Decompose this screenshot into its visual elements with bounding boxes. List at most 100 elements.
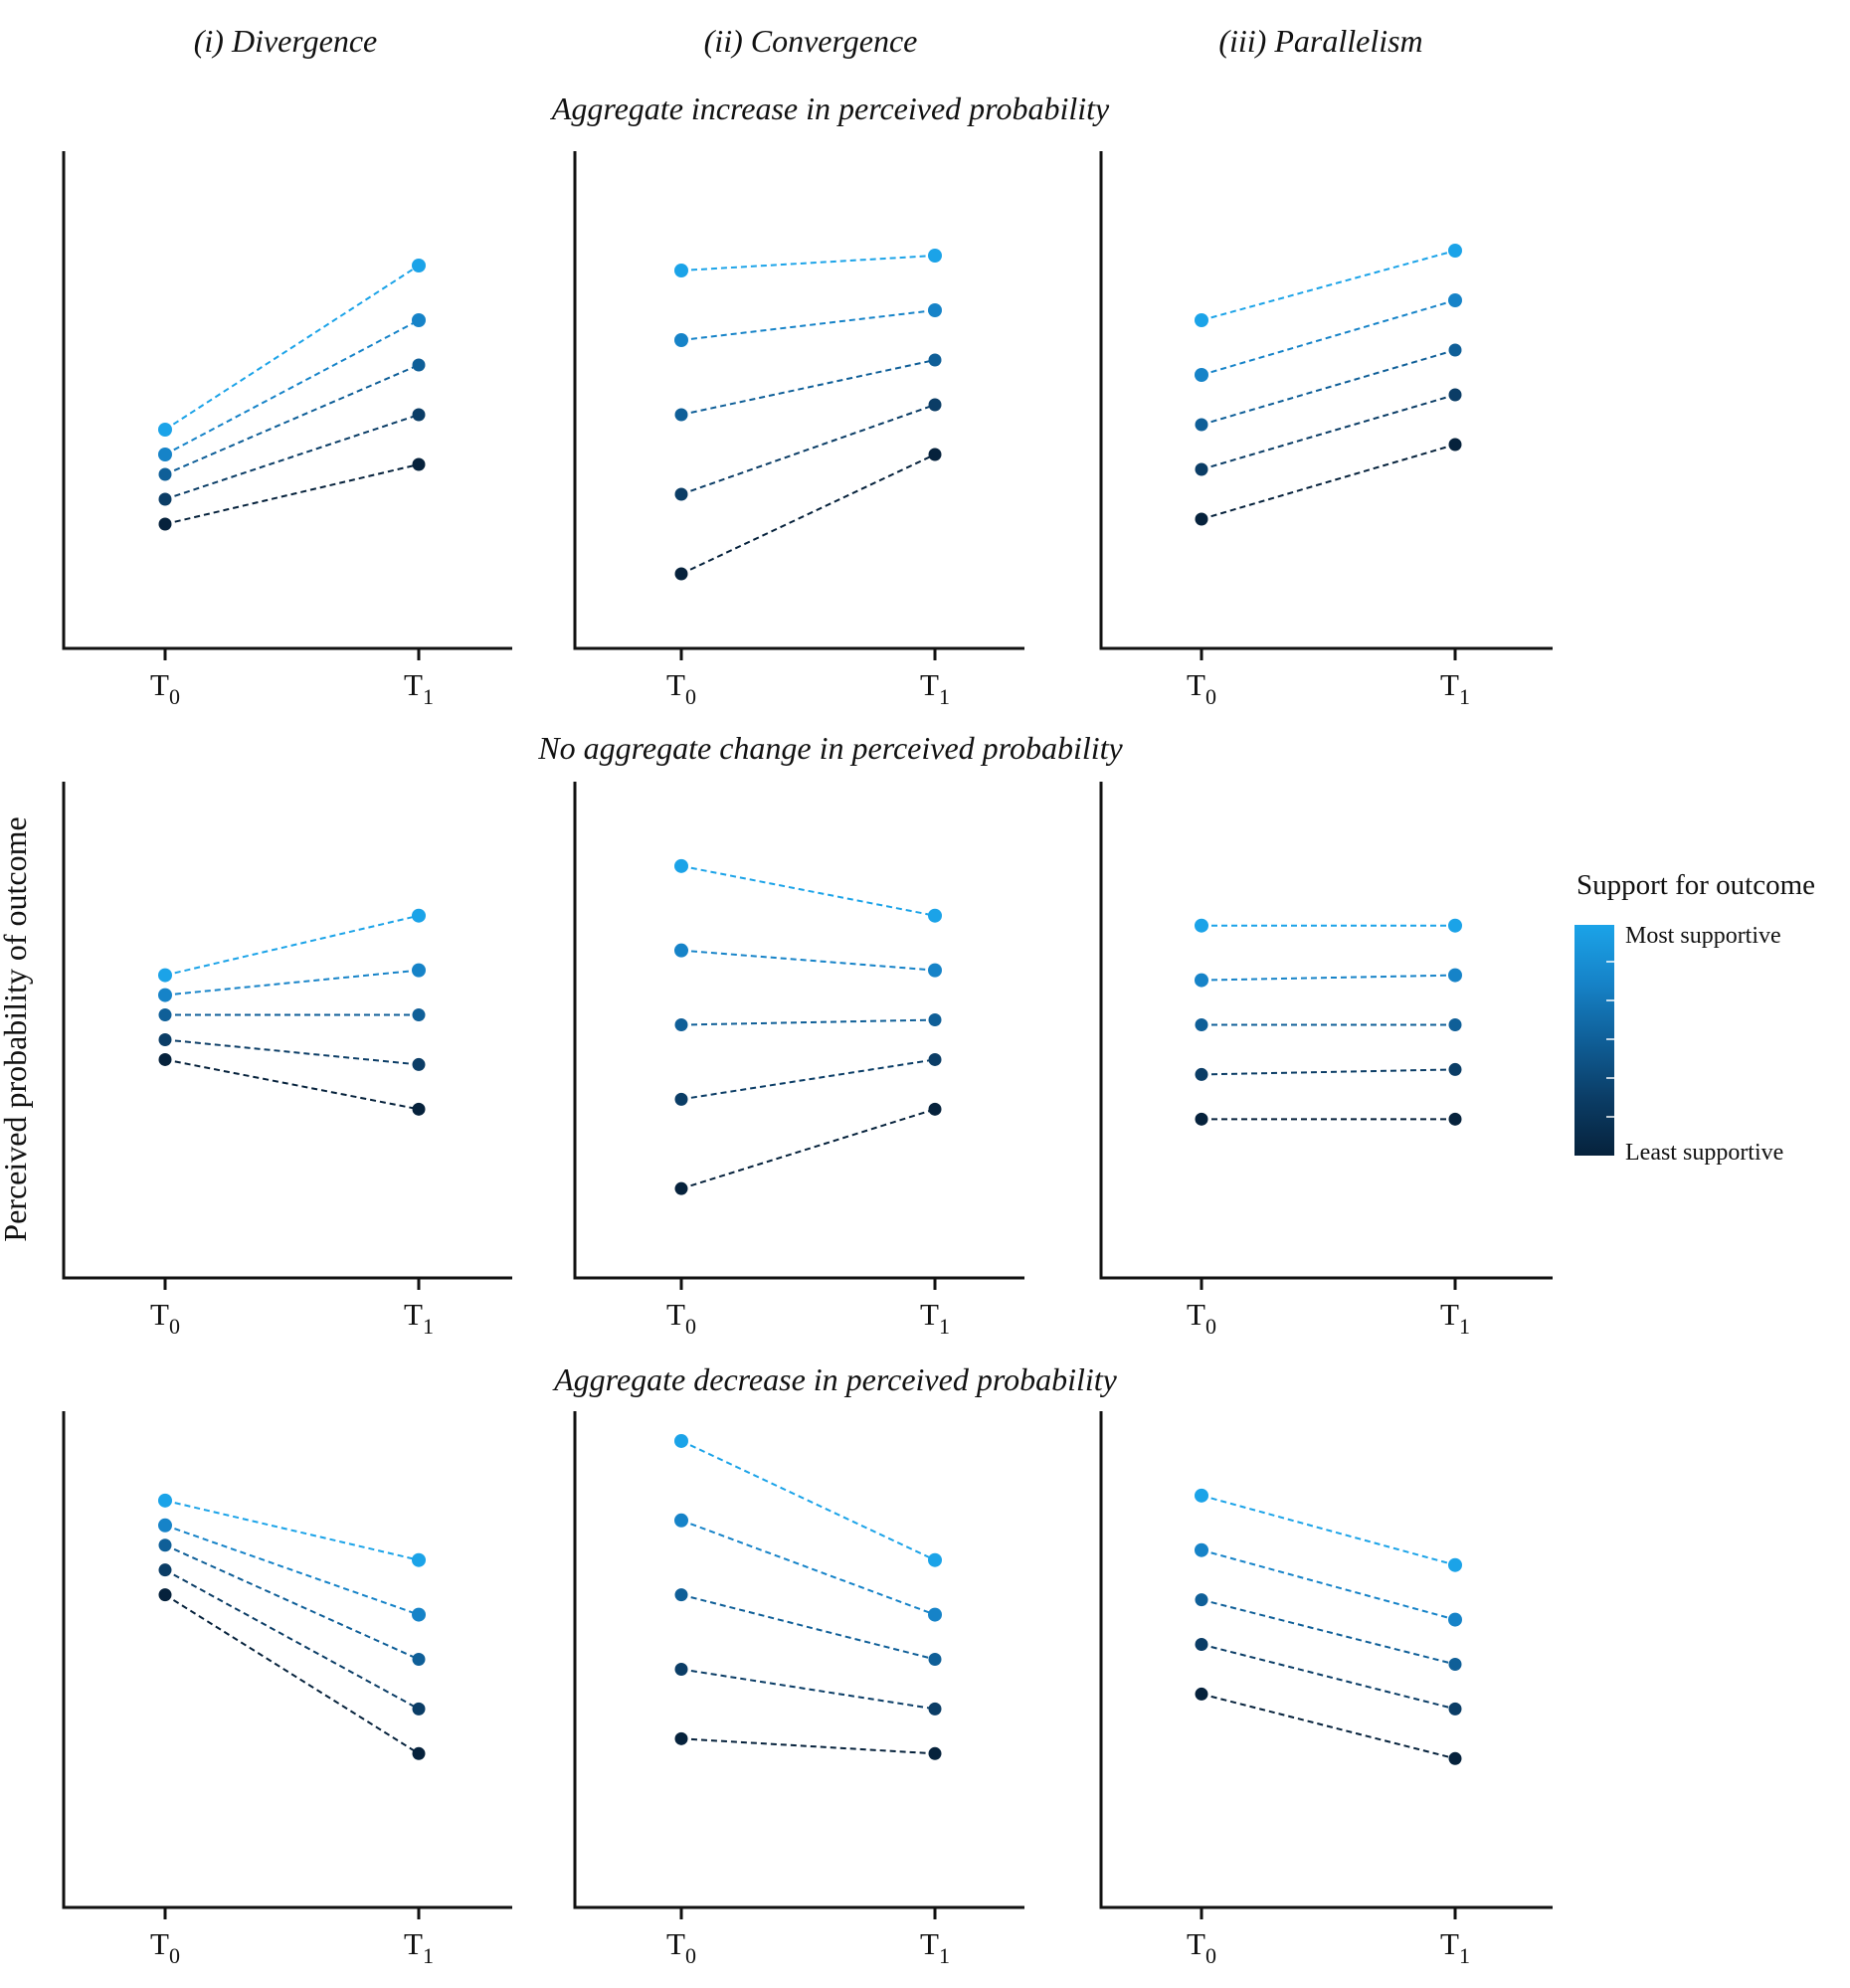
- data-point: [674, 487, 688, 501]
- series-line: [680, 404, 936, 495]
- data-point: [674, 1181, 688, 1195]
- data-point: [674, 1662, 688, 1676]
- data-point: [1195, 1687, 1208, 1701]
- data-point: [928, 908, 942, 923]
- data-point: [158, 1588, 172, 1602]
- panel-row1-col3: T0 T1: [1099, 151, 1553, 709]
- data-point: [1195, 462, 1208, 476]
- legend-colorbar: [1574, 925, 1614, 1156]
- series-line: [680, 1737, 936, 1755]
- x-tick-label: T0: [150, 1297, 180, 1339]
- column-title-parallelism: (iii) Parallelism: [1218, 23, 1422, 59]
- data-point: [412, 963, 426, 978]
- data-point: [1195, 973, 1208, 988]
- x-tick-label: T0: [150, 667, 180, 709]
- legend-title: Support for outcome: [1576, 869, 1815, 901]
- series-line: [1201, 1548, 1456, 1621]
- series-line: [164, 914, 420, 977]
- series-line: [1201, 299, 1456, 376]
- data-point: [158, 1493, 172, 1508]
- data-point: [928, 1552, 942, 1567]
- data-point: [928, 353, 942, 367]
- data-point: [1195, 1488, 1208, 1503]
- row-title-decrease: Aggregate decrease in perceived probabil…: [552, 1361, 1118, 1397]
- data-point: [158, 423, 172, 437]
- data-point: [1195, 1112, 1208, 1126]
- data-point: [158, 467, 172, 481]
- panel-row1-col1: T0 T1: [62, 151, 512, 709]
- data-point: [1195, 313, 1208, 327]
- x-tick-label: T1: [1440, 1297, 1470, 1339]
- data-point: [1448, 918, 1462, 933]
- data-point: [1448, 438, 1462, 452]
- panel-row2-col2: T0 T1: [573, 782, 1024, 1339]
- data-point: [158, 1538, 172, 1552]
- series-line: [680, 864, 936, 917]
- data-point: [1195, 1593, 1208, 1607]
- series-line: [164, 969, 420, 996]
- data-point: [412, 1057, 426, 1071]
- series-line: [680, 309, 936, 341]
- panel-row2-col3: T0 T1: [1099, 782, 1553, 1339]
- data-point: [674, 943, 688, 958]
- data-point: [1195, 512, 1208, 526]
- data-point: [1195, 1018, 1208, 1032]
- data-point: [158, 517, 172, 531]
- x-tick-label: T1: [920, 667, 950, 709]
- data-point: [928, 1702, 942, 1716]
- x-tick-label: T0: [666, 667, 696, 709]
- series-line: [680, 1593, 936, 1661]
- series-line: [164, 463, 420, 525]
- data-point: [158, 1518, 172, 1533]
- data-point: [412, 358, 426, 372]
- data-point: [1448, 1657, 1462, 1671]
- series-line: [164, 265, 420, 431]
- data-point: [1448, 293, 1462, 307]
- data-point: [928, 1746, 942, 1760]
- data-point: [1195, 918, 1208, 933]
- data-point: [674, 1433, 688, 1448]
- data-point: [412, 1102, 426, 1116]
- series-line: [164, 414, 420, 500]
- data-point: [674, 1018, 688, 1032]
- series-line: [680, 1018, 936, 1026]
- series-line: [1201, 394, 1456, 470]
- series-line: [1201, 974, 1456, 982]
- data-point: [412, 313, 426, 327]
- data-point: [1448, 343, 1462, 357]
- data-point: [158, 492, 172, 506]
- data-point: [412, 1653, 426, 1666]
- data-point: [412, 457, 426, 471]
- series-line: [1201, 1693, 1456, 1760]
- x-tick-label: T1: [404, 1297, 434, 1339]
- data-point: [158, 448, 172, 461]
- data-point: [928, 963, 942, 978]
- x-tick-label: T1: [1440, 667, 1470, 709]
- x-tick-label: T1: [920, 1926, 950, 1968]
- series-line: [164, 364, 420, 475]
- data-point: [928, 1013, 942, 1027]
- panel-row1-col2: T0 T1: [573, 151, 1024, 709]
- data-point: [1448, 388, 1462, 402]
- data-point: [1448, 1557, 1462, 1572]
- column-title-divergence: (i) Divergence: [194, 23, 377, 59]
- data-point: [158, 988, 172, 1002]
- x-tick-label: T0: [150, 1926, 180, 1968]
- data-point: [412, 259, 426, 272]
- data-point: [674, 858, 688, 873]
- data-point: [1195, 368, 1208, 382]
- series-line: [1201, 444, 1456, 520]
- data-point: [1448, 1702, 1462, 1716]
- panel-row2-col1: T0 T1: [62, 782, 512, 1339]
- data-point: [1195, 1542, 1208, 1557]
- data-point: [674, 1588, 688, 1602]
- series-line: [680, 1519, 936, 1616]
- data-point: [412, 1607, 426, 1622]
- row-title-no-change: No aggregate change in perceived probabi…: [537, 730, 1123, 766]
- data-point: [1195, 418, 1208, 432]
- legend-label-least: Least supportive: [1625, 1140, 1783, 1166]
- data-point: [1195, 1067, 1208, 1081]
- series-line: [164, 1593, 420, 1755]
- series-line: [680, 1440, 936, 1561]
